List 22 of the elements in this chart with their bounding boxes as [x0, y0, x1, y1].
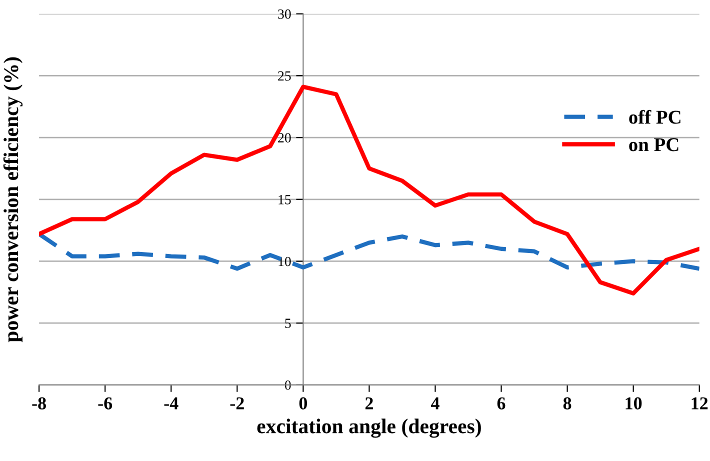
x-tick-label: 12: [692, 397, 708, 410]
line-series: [39, 84, 700, 296]
y-tick-label: 20: [278, 133, 291, 142]
x-axis-title: excitation angle (degrees): [257, 418, 481, 438]
y-tick-label: 25: [278, 71, 291, 81]
legend-label: off PC: [629, 110, 680, 124]
x-tick-label: 2: [365, 397, 373, 410]
y-tick-label: 5: [285, 318, 291, 328]
x-tick-label: -2: [230, 397, 244, 410]
line-series: [39, 232, 700, 271]
y-axis-title: power conversion efficiency (%): [3, 57, 23, 342]
x-tick-label: -6: [98, 397, 112, 410]
x-tick-label: -4: [164, 397, 178, 410]
x-tick-label: 6: [497, 397, 506, 410]
x-tick-label: 0: [299, 397, 307, 410]
x-tick-label: -8: [32, 397, 46, 410]
y-tick-label: 15: [278, 195, 291, 204]
x-tick-label: 8: [563, 397, 572, 410]
y-tick-label: 30: [278, 9, 291, 19]
x-tick-label: 10: [626, 397, 642, 410]
x-tick-label: 4: [430, 397, 440, 410]
legend-label: on PC: [629, 138, 678, 152]
